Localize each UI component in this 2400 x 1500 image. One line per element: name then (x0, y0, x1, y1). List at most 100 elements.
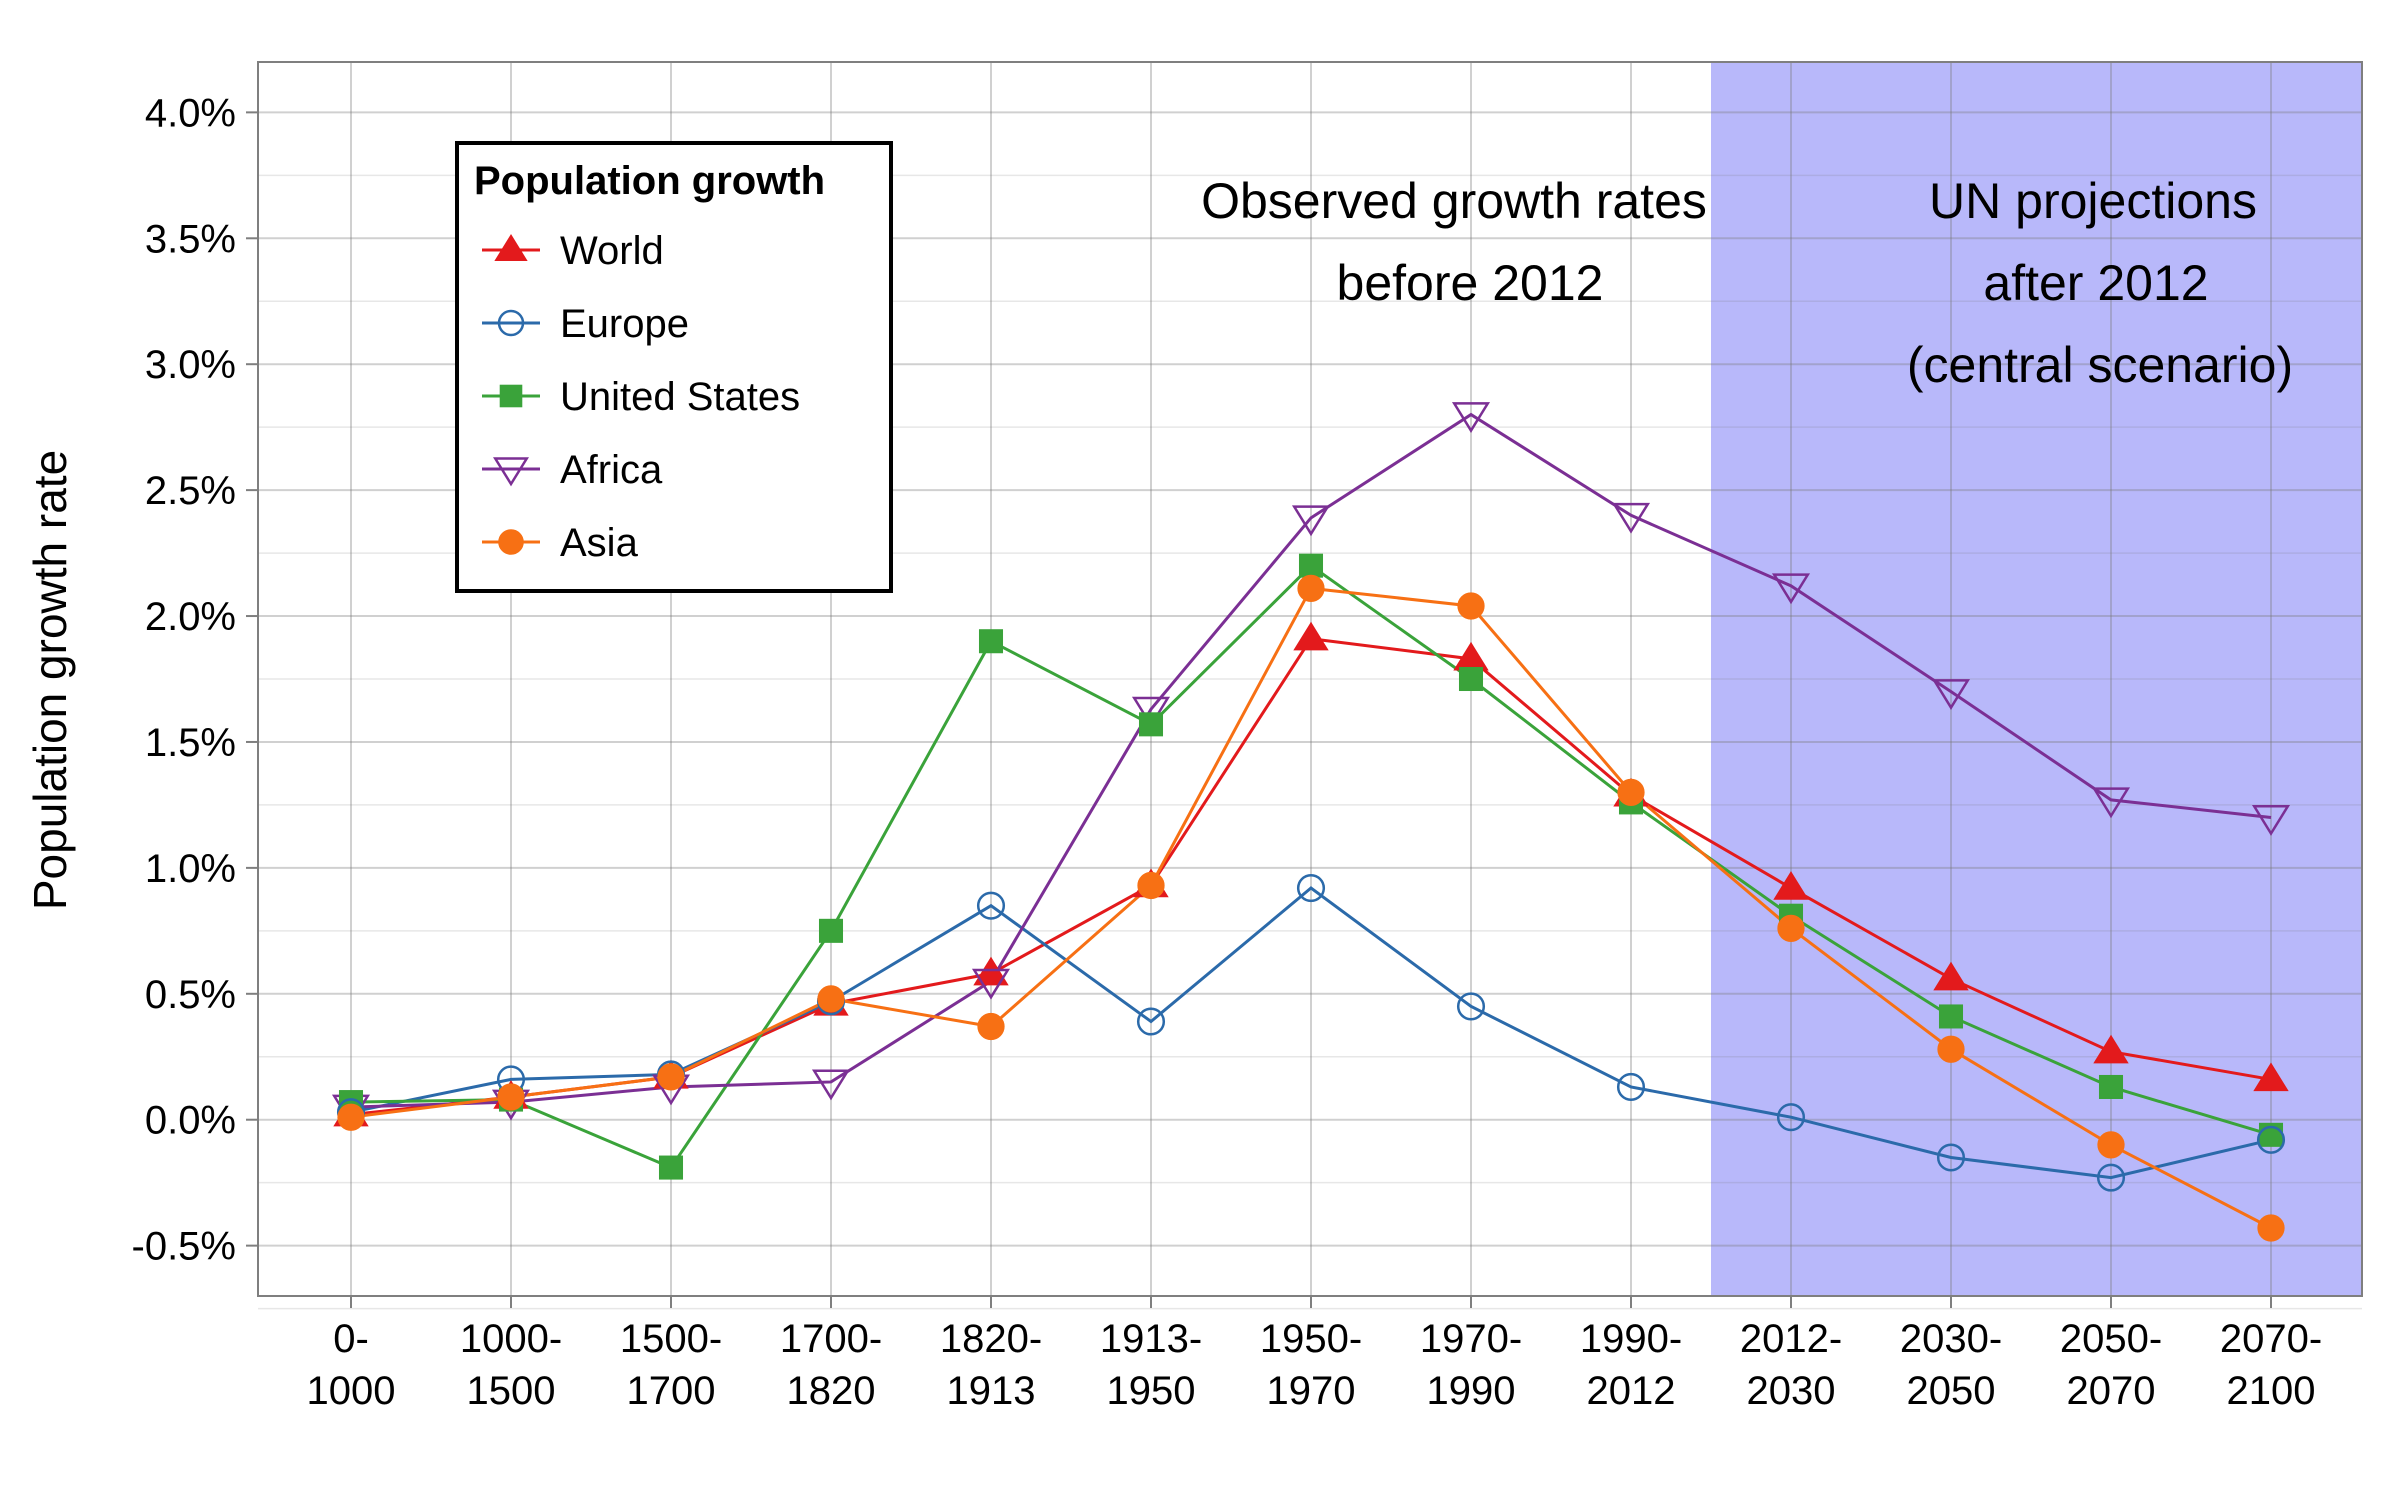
data-point-asia (1617, 778, 1645, 806)
x-tick-label-line-2: 1820 (787, 1369, 876, 1413)
x-tick-label-line-1: 1820- (940, 1317, 1042, 1361)
data-point-europe (1296, 873, 1326, 903)
data-point-world (1293, 621, 1329, 651)
data-point-europe (1616, 1072, 1646, 1102)
y-tick-label: 1.0% (145, 847, 236, 891)
data-point-africa (1771, 573, 1811, 605)
projection-region (1711, 62, 2362, 1296)
data-point-world (2093, 1034, 2129, 1064)
x-tick-label-line-1: 2012- (1740, 1317, 1842, 1361)
observed-annotation-line-1: Observed growth rates (1201, 173, 1707, 229)
data-point-africa (1451, 402, 1491, 433)
data-point-asia (2097, 1131, 2125, 1159)
x-tick-label-line-1: 1950- (1260, 1317, 1362, 1361)
data-point-united-states (818, 918, 844, 943)
x-tick-label-line-2: 1970 (1267, 1369, 1356, 1413)
data-point-africa (1611, 502, 1651, 534)
observed-annotation: Observed growth rates before 2012 (1201, 173, 1707, 311)
legend-label-europe: Europe (560, 302, 689, 346)
x-tick-label-line-1: 1700- (780, 1317, 882, 1361)
legend-label-world: World (560, 229, 664, 273)
y-tick-label: 4.0% (145, 91, 236, 135)
legend-marker-asia (498, 529, 524, 555)
legend-marker-united-states (499, 384, 523, 408)
data-point-europe (2096, 1163, 2126, 1192)
legend-item-asia: Asia (482, 521, 639, 565)
data-point-asia (1777, 914, 1805, 942)
x-tick-label-line-2: 1913 (947, 1369, 1036, 1413)
data-point-asia (337, 1103, 365, 1131)
y-tick-label: 2.5% (145, 469, 236, 513)
data-point-world (2253, 1062, 2289, 1092)
series-markers (331, 402, 2291, 1242)
x-tick-label-line-2: 1950 (1107, 1369, 1196, 1413)
legend-label-asia: Asia (560, 521, 639, 565)
data-point-united-states (658, 1155, 684, 1180)
x-tick-label-line-1: 2070- (2220, 1317, 2322, 1361)
data-point-united-states (1458, 666, 1484, 692)
data-point-europe (1456, 992, 1486, 1021)
data-point-asia (977, 1012, 1005, 1041)
x-tick-label-line-1: 1990- (1580, 1317, 1682, 1361)
data-point-asia (1297, 574, 1325, 602)
projection-annotation: UN projections after 2012 (central scena… (1907, 173, 2293, 393)
grid (258, 62, 2362, 1310)
legend-title: Population growth (474, 159, 825, 203)
y-tick-label: 0.5% (145, 973, 236, 1017)
legend-items: World Europe United States Africa Asia (482, 229, 800, 565)
x-tick-label-line-1: 1500- (620, 1317, 722, 1361)
projection-annotation-line-2: after 2012 (1983, 255, 2208, 311)
data-point-africa (1131, 696, 1171, 728)
x-tick-label-line-2: 1500 (467, 1369, 556, 1413)
x-tick-label-line-2: 1000 (307, 1369, 396, 1413)
x-tick-label-line-1: 0- (333, 1317, 369, 1361)
y-axis: -0.5% 0.0% 0.5% 1.0% 1.5% 2.0% 2.5% 3.0% 3.5% 4.0… (132, 91, 258, 1269)
legend-label-united-states: United States (560, 375, 800, 419)
data-point-asia (1457, 592, 1485, 620)
legend-label-africa: Africa (560, 448, 663, 492)
data-point-africa (811, 1069, 851, 1101)
data-point-united-states (2098, 1074, 2124, 1099)
x-tick-label-line-1: 1000- (460, 1317, 562, 1361)
y-axis-label: Population growth rate (24, 450, 76, 910)
x-tick-label-line-2: 2050 (1907, 1369, 1996, 1413)
data-point-africa (1291, 505, 1331, 537)
legend-marker-africa (493, 457, 529, 487)
data-point-africa (2251, 805, 2291, 836)
y-tick-label: 3.5% (145, 217, 236, 261)
data-point-asia (817, 985, 845, 1013)
data-point-asia (657, 1063, 685, 1091)
data-point-united-states (978, 629, 1004, 654)
x-tick-label-line-2: 2070 (2067, 1369, 2156, 1413)
data-point-united-states (1298, 553, 1324, 578)
x-tick-label-line-1: 2050- (2060, 1317, 2162, 1361)
projection-annotation-line-3: (central scenario) (1907, 337, 2293, 393)
x-axis: 0- 1000 1000- 1500 1500- 1700 1700- 1820 1820- 19… (307, 1296, 2322, 1413)
data-point-united-states (1138, 712, 1164, 737)
legend-item-world: World (482, 229, 664, 273)
x-tick-label-line-1: 2030- (1900, 1317, 2002, 1361)
data-point-europe (2256, 1125, 2286, 1154)
data-point-europe (976, 891, 1006, 920)
y-tick-label: -0.5% (132, 1225, 237, 1269)
y-tick-label: 0.0% (145, 1099, 236, 1143)
data-point-europe (1776, 1103, 1806, 1132)
data-point-asia (497, 1083, 525, 1111)
data-point-united-states (1938, 1004, 1964, 1029)
x-tick-label-line-2: 1700 (627, 1369, 716, 1413)
observed-annotation-line-2: before 2012 (1337, 255, 1604, 311)
data-point-world (1773, 871, 1809, 900)
x-tick-label-line-2: 2100 (2227, 1369, 2316, 1413)
data-point-europe (1136, 1007, 1166, 1036)
legend-item-africa: Africa (482, 448, 663, 492)
legend-item-united-states: United States (482, 375, 800, 419)
y-tick-label: 2.0% (145, 595, 236, 639)
x-tick-label-line-2: 2030 (1747, 1369, 1836, 1413)
x-tick-label-line-2: 2012 (1587, 1369, 1676, 1413)
legend-marker-europe (497, 309, 525, 337)
projection-annotation-line-1: UN projections (1929, 173, 2257, 229)
data-point-asia (1137, 871, 1165, 900)
legend: Population growth World Europe United Stat… (455, 141, 893, 593)
data-point-africa (971, 968, 1011, 1000)
data-point-africa (2091, 787, 2131, 819)
